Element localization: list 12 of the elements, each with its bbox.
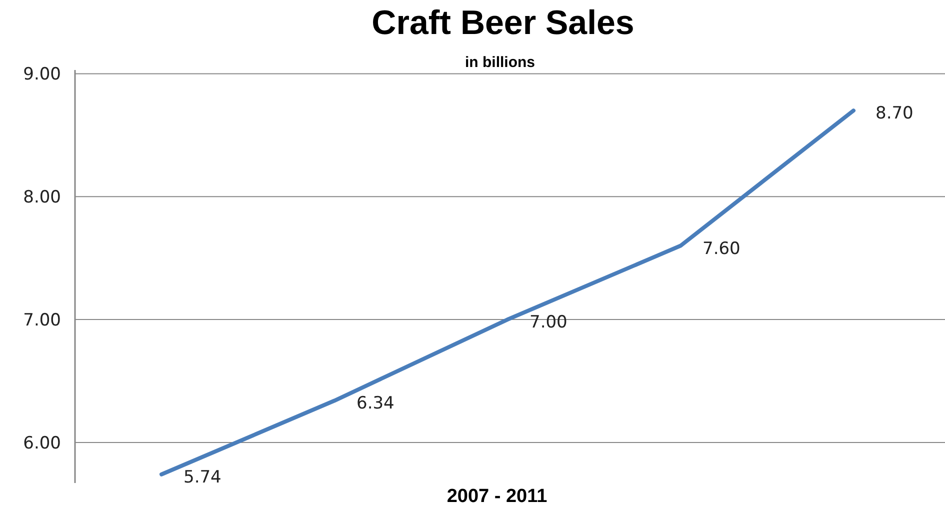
y-tick-label: 7.00 xyxy=(23,310,61,330)
y-tick-label: 8.00 xyxy=(23,188,61,208)
chart-title: Craft Beer Sales xyxy=(372,4,634,42)
data-label: 8.70 xyxy=(876,104,914,124)
data-label: 5.74 xyxy=(184,467,222,488)
data-label: 6.34 xyxy=(356,394,394,414)
data-label: 7.60 xyxy=(702,238,740,259)
x-axis-title: 2007 - 2011 xyxy=(446,486,548,507)
y-tick-label: 9.00 xyxy=(23,64,61,85)
data-label: 7.00 xyxy=(530,312,568,333)
chart-subtitle: in billions xyxy=(465,54,535,71)
y-tick-label: 6.00 xyxy=(23,433,61,454)
